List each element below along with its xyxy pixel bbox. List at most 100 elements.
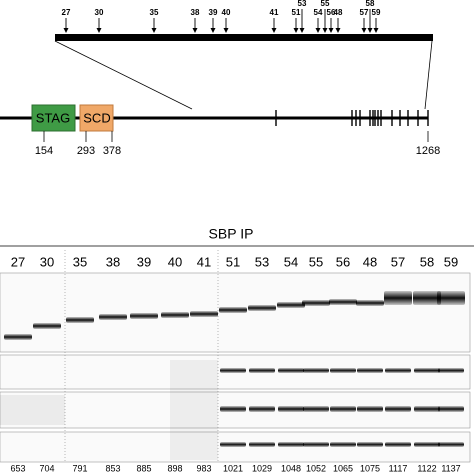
- band: [33, 323, 61, 329]
- band: [413, 291, 441, 305]
- smear: [170, 360, 218, 460]
- band: [414, 368, 440, 373]
- residue-label: 1052: [306, 463, 326, 473]
- arrow-label: 53: [298, 0, 307, 8]
- band: [414, 406, 440, 412]
- stag-domain: [31, 104, 76, 132]
- lane-label: 57: [391, 254, 405, 269]
- residue-label: 1065: [333, 463, 353, 473]
- band: [438, 442, 464, 447]
- band: [330, 406, 356, 412]
- lane-label: 39: [137, 254, 151, 269]
- band: [278, 442, 304, 447]
- residue-label: 791: [72, 463, 87, 473]
- band: [303, 406, 329, 412]
- arrow-head: [63, 28, 69, 33]
- lane-label: 41: [197, 254, 211, 269]
- arrow-label: 30: [95, 8, 104, 17]
- band: [278, 406, 304, 412]
- lane-label: 27: [11, 254, 25, 269]
- arrow-label: 56: [327, 8, 336, 17]
- lane-label: 56: [336, 254, 350, 269]
- band: [384, 291, 412, 305]
- band: [356, 300, 384, 306]
- arrow-head: [223, 28, 229, 33]
- band: [4, 334, 32, 340]
- arrow-label: 57: [360, 8, 369, 17]
- arrow-label: 27: [62, 8, 71, 17]
- band: [385, 368, 411, 373]
- band: [303, 442, 329, 447]
- domain-label: STAG: [36, 110, 70, 125]
- band: [438, 406, 464, 412]
- band: [161, 312, 189, 318]
- arrow-head: [151, 28, 157, 33]
- arrow-label: 58: [366, 0, 375, 8]
- arrow-head: [192, 28, 198, 33]
- band: [385, 442, 411, 447]
- band: [302, 300, 330, 306]
- lane-label: 48: [363, 254, 377, 269]
- residue-label: 898: [167, 463, 182, 473]
- arrow-label: 55: [321, 0, 330, 8]
- band: [357, 406, 383, 412]
- lane-label: 38: [106, 254, 120, 269]
- lane-label: 40: [168, 254, 182, 269]
- band: [219, 307, 247, 313]
- residue-label: 1048: [281, 463, 301, 473]
- band: [220, 442, 246, 447]
- band: [249, 442, 275, 447]
- band: [249, 406, 275, 412]
- arrow-label: 59: [372, 8, 381, 17]
- arrow-head: [322, 28, 328, 33]
- position-label: 378: [103, 145, 121, 157]
- band: [220, 406, 246, 412]
- band: [99, 314, 127, 320]
- arrow-head: [271, 28, 277, 33]
- position-label: 154: [35, 145, 53, 157]
- lane-label: 35: [73, 254, 87, 269]
- lane-label: 59: [444, 254, 458, 269]
- residue-label: 1021: [223, 463, 243, 473]
- band: [277, 302, 305, 308]
- residue-label: 1075: [360, 463, 380, 473]
- arrow-label: 48: [334, 8, 343, 17]
- smear: [0, 395, 65, 425]
- arrow-head: [293, 28, 299, 33]
- arrow-label: 51: [292, 8, 301, 17]
- arrow-label: 40: [222, 8, 231, 17]
- band: [385, 406, 411, 412]
- residue-label: 704: [39, 463, 54, 473]
- residue-label: 653: [10, 463, 25, 473]
- lane-label: 55: [309, 254, 323, 269]
- arrow-head: [373, 28, 379, 33]
- band: [130, 313, 158, 319]
- lane-label: 54: [284, 254, 298, 269]
- arrow-head: [96, 28, 102, 33]
- band: [278, 368, 304, 373]
- lane-label: 30: [40, 254, 54, 269]
- blot-title: SBP IP: [209, 226, 254, 242]
- arrow-head: [367, 28, 373, 33]
- band: [303, 368, 329, 373]
- band: [329, 299, 357, 305]
- arrow-label: 41: [270, 8, 279, 17]
- scd-domain: [79, 104, 114, 132]
- position-label: 1268: [416, 145, 440, 157]
- residue-label: 1117: [389, 463, 408, 473]
- band: [220, 368, 246, 373]
- band: [357, 442, 383, 447]
- residue-label: 885: [136, 463, 151, 473]
- residue-label: 1029: [252, 463, 272, 473]
- arrow-head: [328, 28, 334, 33]
- arrow-label: 35: [150, 8, 159, 17]
- lane-label: 53: [255, 254, 269, 269]
- band: [330, 442, 356, 447]
- band: [248, 305, 276, 311]
- arrow-label: 38: [191, 8, 200, 17]
- residue-label: 1137: [441, 463, 460, 473]
- zoom-bar: [55, 34, 433, 41]
- band: [190, 311, 218, 317]
